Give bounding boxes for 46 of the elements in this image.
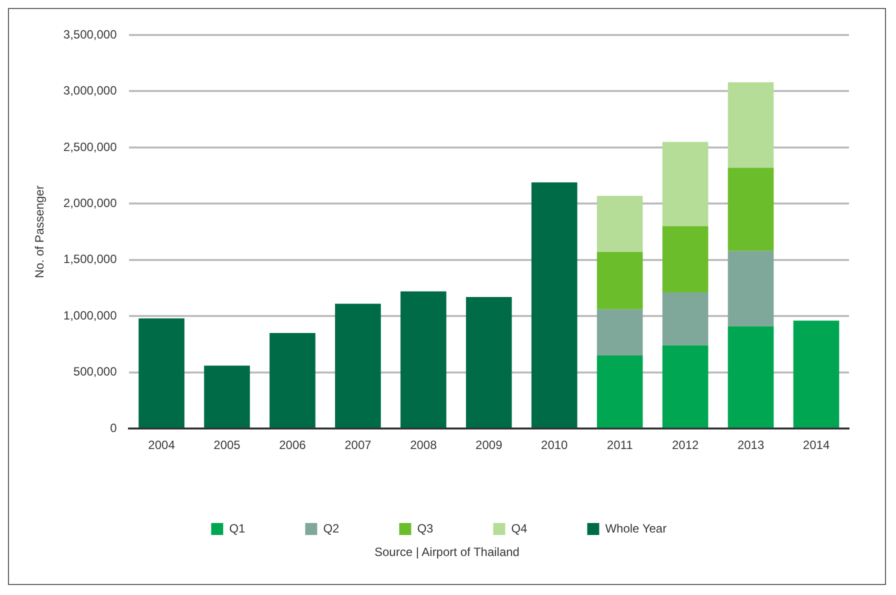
bar: [662, 345, 708, 428]
y-tick-label: 3,000,000: [63, 84, 118, 98]
legend-label: Q3: [417, 521, 434, 536]
bar: [400, 291, 446, 428]
legend-label: Whole Year: [605, 521, 667, 536]
bar: [728, 250, 774, 326]
bar: [728, 326, 774, 428]
source-note: Source | Airport of Thailand: [374, 545, 520, 559]
bar: [270, 333, 316, 428]
x-tick-label: 2009: [476, 438, 503, 452]
x-tick-label: 2006: [279, 438, 306, 452]
bar: [662, 226, 708, 293]
y-tick-label: 500,000: [73, 364, 118, 379]
bar: [466, 297, 512, 428]
x-tick-label: 2014: [802, 438, 830, 452]
bar: [728, 82, 774, 168]
y-tick-label: 1,500,000: [63, 252, 118, 266]
x-tick-label: 2004: [148, 438, 176, 452]
bar: [793, 320, 840, 428]
bar: [662, 142, 708, 226]
bar: [596, 252, 643, 310]
x-tick-label: 2011: [606, 438, 634, 452]
bar: [531, 182, 578, 428]
legend-label: Q1: [229, 521, 246, 536]
x-tick-label: 2008: [410, 438, 438, 452]
y-tick-label: 2,000,000: [63, 196, 118, 210]
y-tick-label: 2,500,000: [63, 140, 118, 154]
x-tick-label: 2013: [737, 438, 764, 452]
y-tick-label: 3,500,000: [63, 27, 118, 42]
bar: [662, 292, 708, 346]
x-tick-label: 2005: [214, 438, 241, 452]
bar: [596, 309, 643, 356]
bar: [335, 304, 381, 428]
x-tick-label: 2010: [541, 438, 568, 452]
x-tick-label: 2007: [344, 438, 372, 452]
x-tick-label: 2012: [672, 438, 699, 452]
legend-label: Q4: [511, 521, 528, 536]
bar: [596, 196, 643, 252]
y-tick-label: 1,000,000: [63, 308, 118, 322]
bar: [204, 366, 250, 428]
bar: [138, 318, 184, 428]
legend-label: Q2: [323, 521, 340, 536]
y-tick-label: 0: [110, 420, 118, 435]
bar: [728, 168, 774, 251]
bar: [596, 356, 643, 428]
y-axis-title: No. of Passenger: [32, 185, 47, 278]
